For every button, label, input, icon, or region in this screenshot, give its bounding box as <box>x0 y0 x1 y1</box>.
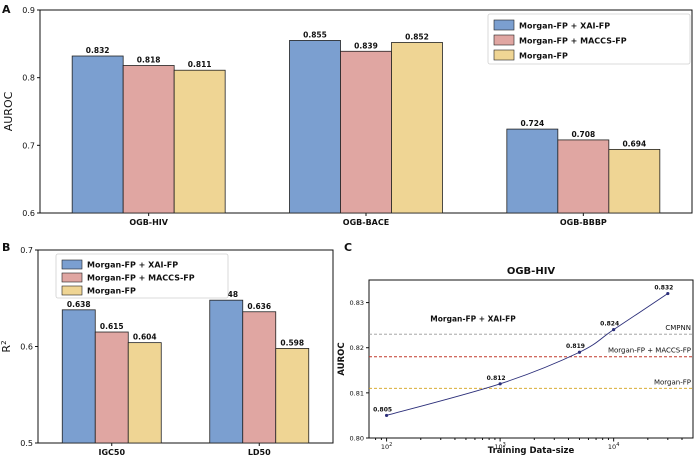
legend-entry: Morgan-FP <box>519 52 568 61</box>
panel-c-chart: OGB-HIV 0.80 0.81 0.82 0.83 102 103 104 CMPNN Mor… <box>337 266 694 456</box>
bar-value-label: 0.638 <box>67 300 91 309</box>
reference-line-label: CMPNN <box>665 324 691 332</box>
bar <box>127 342 162 444</box>
bar-value-label: 0.724 <box>520 119 544 128</box>
legend: Morgan-FP + XAI-FP Morgan-FP + MACCS-FP Mo… <box>55 253 229 299</box>
bar-value-label: 0.604 <box>133 333 157 342</box>
y-axis-label: AUROC <box>2 91 15 131</box>
legend-box <box>55 253 229 299</box>
bar <box>94 331 129 444</box>
panel-letter-b: B <box>2 241 10 254</box>
bar <box>340 50 392 214</box>
y-axis-label: AUROC <box>337 342 347 375</box>
legend-entry: Morgan-FP + XAI-FP <box>519 22 610 31</box>
data-point-label: 0.812 <box>487 375 506 382</box>
legend-swatch <box>61 259 83 270</box>
legend-swatch <box>493 49 515 61</box>
legend-entry: Morgan-FP + MACCS-FP <box>519 37 627 46</box>
panel-letter-a: A <box>2 3 11 16</box>
data-point-label: 0.819 <box>566 343 585 350</box>
y-tick-label: 0.81 <box>350 389 364 397</box>
panel-b-chart: 0.50.60.7R2IGC500.6380.6150.604LD500.648… <box>0 246 334 457</box>
data-point-label: 0.805 <box>373 406 392 413</box>
bar <box>61 309 96 444</box>
x-tick-label: 104 <box>608 442 619 451</box>
bar-value-label: 0.598 <box>280 338 304 347</box>
bar <box>122 65 175 214</box>
y-tick-label: 0.82 <box>350 344 364 352</box>
bar-value-label: 0.839 <box>354 41 378 50</box>
y-tick-label: 0.9 <box>22 6 35 15</box>
reference-line-label: Morgan-FP + MACCS-FP <box>608 347 691 355</box>
panel-letter-c: C <box>344 241 352 254</box>
data-point <box>384 413 389 418</box>
category-label: OGB-BACE <box>343 218 389 227</box>
y-tick-label: 0.6 <box>22 209 35 218</box>
series-annotation: Morgan-FP + XAI-FP <box>430 315 516 324</box>
data-point <box>577 350 582 354</box>
legend-box <box>487 13 691 65</box>
data-point <box>498 382 502 386</box>
legend-entry: Morgan-FP + XAI-FP <box>87 261 178 270</box>
category-label: OGB-HIV <box>129 218 168 227</box>
category-label: IGC50 <box>98 448 125 457</box>
x-tick-label: 102 <box>381 442 392 451</box>
y-tick-label: 0.5 <box>20 439 33 448</box>
bar-value-label: 0.708 <box>571 130 595 139</box>
bar <box>173 69 226 214</box>
y-tick-label: 0.80 <box>350 435 364 443</box>
legend-swatch <box>493 19 515 31</box>
data-point-label: 0.832 <box>654 285 673 292</box>
legend-entry: Morgan-FP + MACCS-FP <box>87 274 195 283</box>
data-point <box>666 291 670 296</box>
y-tick-label: 0.83 <box>350 299 364 307</box>
x-axis-label: Training Data-size <box>488 446 575 456</box>
bar <box>506 128 559 214</box>
data-point-label: 0.824 <box>600 321 619 328</box>
x-tick-label: 103 <box>494 442 505 451</box>
bar-value-label: 0.694 <box>622 139 646 148</box>
reference-line-label: Morgan-FP <box>654 378 691 386</box>
legend-swatch <box>493 34 515 46</box>
bar-value-label: 0.855 <box>303 30 327 39</box>
category-label: LD50 <box>248 448 271 457</box>
bar <box>289 40 341 214</box>
bar-value-label: 0.832 <box>86 46 110 55</box>
bar <box>391 42 443 214</box>
bar <box>557 139 610 214</box>
y-tick-label: 0.8 <box>22 74 35 83</box>
y-axis-label: R2 <box>0 340 13 352</box>
plot-frame <box>368 279 694 439</box>
bar <box>242 311 277 444</box>
bar <box>209 299 244 444</box>
bar-value-label: 0.615 <box>100 322 124 331</box>
category-label: OGB-BBBP <box>560 218 607 227</box>
data-point <box>612 328 616 332</box>
chart-title: OGB-HIV <box>507 266 556 277</box>
y-tick-label: 0.6 <box>20 343 33 352</box>
y-tick-label: 0.7 <box>22 141 35 150</box>
y-tick-label: 0.7 <box>20 246 33 255</box>
legend-swatch <box>61 272 83 283</box>
bar-value-label: 0.818 <box>137 55 161 64</box>
legend: Morgan-FP + XAI-FP Morgan-FP + MACCS-FP Mo… <box>487 13 691 65</box>
legend-swatch <box>61 285 83 296</box>
bar-value-label: 0.852 <box>405 32 429 41</box>
bar-value-label: 0.636 <box>247 302 271 311</box>
panel-a-chart: 0.6 0.7 0.8 0.9 AUROC OGB-HIV 0.832 0.818 0.811 O… <box>2 6 693 227</box>
bar-value-label: 0.811 <box>188 60 212 69</box>
bar <box>608 148 661 214</box>
series-line <box>386 293 669 416</box>
legend-entry: Morgan-FP <box>87 287 136 296</box>
bar <box>275 348 310 444</box>
bar <box>71 55 124 214</box>
